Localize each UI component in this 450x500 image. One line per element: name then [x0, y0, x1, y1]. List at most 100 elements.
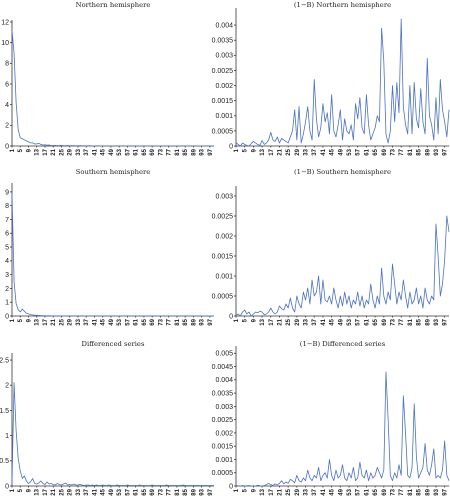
chart-title: Differenced series — [82, 340, 145, 348]
x-tick-label: 41 — [321, 488, 327, 495]
y-tick-label: 0.0045 — [212, 364, 234, 371]
x-tick-label: 29 — [68, 488, 74, 495]
x-tick-label: 29 — [295, 318, 301, 325]
x-tick-label: 21 — [51, 148, 57, 155]
x-tick-label: 45 — [330, 488, 336, 495]
y-tick-label: 8 — [5, 203, 9, 210]
y-tick-label: 2 — [5, 123, 9, 130]
x-tick-label: 21 — [51, 318, 57, 325]
x-tick-label: 5 — [18, 148, 24, 152]
x-tick-label: 13 — [260, 318, 266, 325]
series-line — [235, 18, 450, 147]
x-tick-label: 97 — [443, 148, 449, 155]
x-tick-label: 65 — [373, 148, 379, 155]
x-tick-label: 13 — [35, 148, 41, 155]
x-tick-label: 33 — [76, 318, 82, 325]
x-tick-label: 5 — [243, 318, 249, 322]
x-tick-label: 17 — [43, 488, 49, 495]
x-tick-label: 25 — [286, 488, 292, 495]
x-tick-label: 9 — [26, 148, 32, 152]
y-tick-label: 0 — [229, 483, 233, 490]
x-tick-label: 89 — [191, 488, 197, 495]
x-tick-label: 81 — [175, 148, 181, 155]
x-tick-label: 57 — [356, 488, 362, 495]
x-tick-label: 73 — [158, 488, 164, 495]
chart-title: (1−B) Southern hemisphere — [294, 168, 391, 176]
chart-panel-2: (1−B) Northern hemisphere 0 0.0005 0.001 0.0… — [212, 1, 450, 156]
x-tick-label: 77 — [167, 148, 173, 155]
x-tick-label: 5 — [18, 318, 24, 322]
x-tick-label: 85 — [183, 318, 189, 325]
x-tick-label: 73 — [390, 318, 396, 325]
x-tick-label: 93 — [200, 318, 206, 325]
x-tick-label: 33 — [304, 318, 310, 325]
y-tick-label: 0.002 — [215, 233, 233, 240]
x-tick-label: 29 — [68, 318, 74, 325]
x-tick-label: 77 — [399, 148, 405, 155]
x-tick-label: 73 — [390, 488, 396, 495]
x-tick-label: 1 — [10, 148, 16, 152]
x-tick-label: 17 — [43, 148, 49, 155]
series-line — [11, 30, 214, 147]
x-tick-label: 1 — [234, 488, 240, 492]
x-tick-label: 81 — [175, 488, 181, 495]
x-tick-label: 49 — [109, 318, 115, 325]
x-tick-label: 37 — [312, 488, 318, 495]
y-tick-label: 0.002 — [215, 430, 233, 437]
x-tick-label: 33 — [76, 488, 82, 495]
x-tick-label: 45 — [330, 318, 336, 325]
y-tick-label: 0.0005 — [212, 293, 234, 300]
x-tick-label: 81 — [175, 318, 181, 325]
x-tick-label: 33 — [76, 148, 82, 155]
x-tick-label: 85 — [417, 488, 423, 495]
x-tick-label: 49 — [338, 318, 344, 325]
y-tick-label: 0.0015 — [212, 98, 234, 105]
x-tick-label: 61 — [134, 318, 140, 325]
chart-title: (1−B) Northern hemisphere — [294, 1, 391, 9]
x-tick-label: 21 — [51, 488, 57, 495]
x-tick-label: 9 — [251, 148, 257, 152]
y-tick-label: 0.004 — [215, 377, 233, 384]
y-tick-label: 0.004 — [215, 23, 233, 30]
series-line — [11, 193, 214, 317]
y-tick-label: 0.0025 — [212, 213, 234, 220]
x-tick-label: 1 — [234, 148, 240, 152]
y-tick-label: 0 — [229, 143, 233, 150]
x-tick-label: 25 — [59, 148, 65, 155]
x-tick-label: 1 — [10, 488, 16, 492]
chart-title: (1−B) Differenced series — [300, 340, 386, 348]
x-tick-label: 45 — [101, 148, 107, 155]
y-tick-label: 1.5 — [0, 408, 9, 415]
x-tick-label: 1 — [10, 318, 16, 322]
y-tick-label: 0.005 — [215, 351, 233, 358]
x-tick-label: 97 — [208, 148, 214, 155]
x-tick-label: 29 — [68, 148, 74, 155]
chart-panel-4: (1−B) Southern hemisphere 0 0.0005 0.001 0.0… — [212, 168, 450, 326]
x-tick-label: 57 — [125, 318, 131, 325]
x-tick-label: 53 — [347, 488, 353, 495]
x-tick-label: 5 — [18, 488, 24, 492]
x-tick-label: 77 — [167, 318, 173, 325]
y-tick-label: 8 — [5, 61, 9, 68]
y-tick-label: 0.0025 — [212, 68, 234, 75]
y-tick-label: 0 — [229, 313, 233, 320]
x-tick-label: 37 — [84, 488, 90, 495]
x-tick-label: 65 — [373, 488, 379, 495]
y-tick-label: 0.003 — [215, 53, 233, 60]
x-tick-label: 61 — [134, 488, 140, 495]
x-tick-label: 89 — [425, 318, 431, 325]
y-tick-label: 0.001 — [215, 113, 233, 120]
y-tick-label: 0 — [5, 483, 9, 490]
x-tick-label: 69 — [382, 488, 388, 495]
x-tick-label: 13 — [35, 318, 41, 325]
x-tick-label: 5 — [243, 488, 249, 492]
x-tick-label: 97 — [208, 488, 214, 495]
x-tick-label: 21 — [277, 148, 283, 155]
x-tick-label: 65 — [142, 318, 148, 325]
x-tick-label: 61 — [364, 318, 370, 325]
y-tick-label: 4 — [5, 102, 9, 109]
x-tick-label: 85 — [417, 318, 423, 325]
x-tick-label: 65 — [142, 148, 148, 155]
y-tick-label: 2.5 — [0, 357, 9, 364]
x-tick-label: 9 — [251, 318, 257, 322]
